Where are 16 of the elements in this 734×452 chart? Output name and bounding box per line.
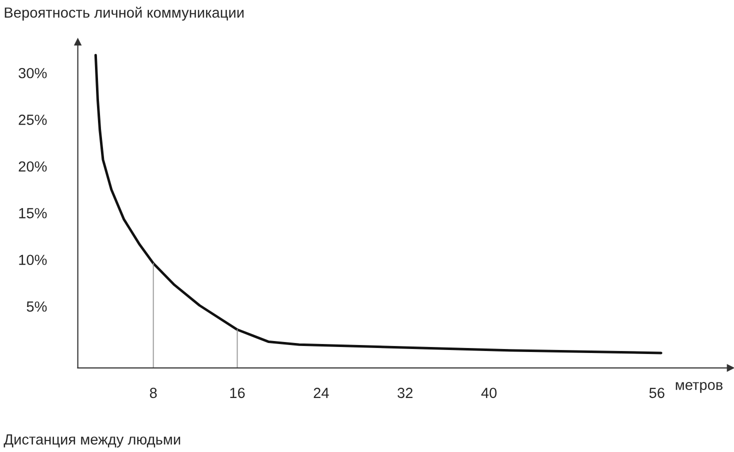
line-series — [94, 54, 662, 354]
y-axis-title: Вероятность личной коммуникации — [4, 6, 244, 21]
y-tick-label: 30% — [18, 68, 47, 78]
x-tick-label: 8 — [150, 388, 157, 398]
x-axis-title: метров — [676, 382, 723, 393]
y-tick-label: 20% — [18, 161, 47, 172]
x-tick-label: 16 — [230, 388, 245, 398]
text: Дистанция между людьми — [4, 434, 180, 448]
y-tick-label: 10% — [19, 254, 47, 266]
x-tick-label: 24 — [314, 388, 329, 398]
y-tick-label: 15% — [19, 208, 47, 218]
x-tick-label: 56 — [649, 388, 664, 398]
y-tick-label: 25% — [18, 114, 47, 125]
x-tick-label: 32 — [398, 388, 412, 398]
x-tick-label: 40 — [481, 388, 497, 398]
y-tick-label: 5% — [26, 301, 47, 312]
